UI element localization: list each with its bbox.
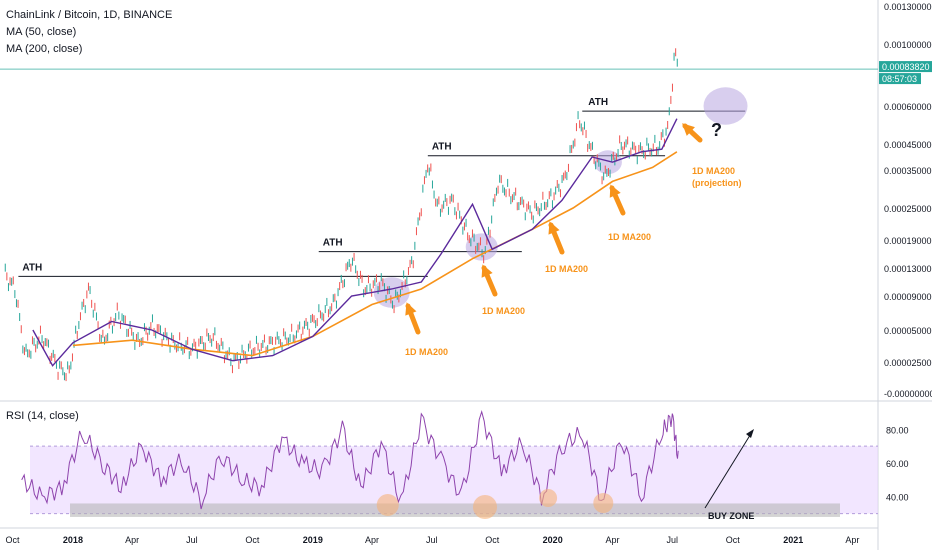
time-tick-label: 2021 (783, 535, 803, 545)
time-tick-label: Apr (365, 535, 379, 545)
price-tick-label: 0.00130000 (884, 2, 932, 12)
ma200-arrow-head (481, 264, 493, 278)
price-badge-timer: 08:57:03 (882, 74, 917, 84)
ath-label: ATH (22, 262, 42, 273)
price-tick-label: 0.00009000 (884, 292, 932, 302)
projection-arrow-head (682, 123, 695, 136)
rsi-oversold-highlight (539, 489, 558, 507)
time-tick-label: 2020 (543, 535, 563, 545)
ma200-line (72, 151, 678, 357)
time-tick-label: Apr (125, 535, 139, 545)
time-tick-label: Jul (667, 535, 679, 545)
ma200-touch-highlight (373, 277, 410, 308)
price-tick-label: -0.00000000 (884, 389, 932, 399)
ath-label: ATH (588, 97, 608, 108)
price-tick-label: 0.00045000 (884, 140, 932, 150)
buy-zone-arrow-head (746, 429, 754, 438)
ma200-label: 1D MA200 (482, 306, 525, 316)
time-tick-label: Apr (845, 535, 859, 545)
time-tick-label: Jul (186, 535, 198, 545)
rsi-oversold-highlight (593, 493, 614, 513)
price-tick-label: 0.00060000 (884, 102, 932, 112)
ma200-arrow-head (405, 302, 417, 316)
time-tick-label: Oct (245, 535, 260, 545)
time-tick-label: Apr (605, 535, 619, 545)
rsi-line (21, 410, 679, 510)
price-tick-label: 0.00013000 (884, 264, 932, 274)
price-tick-label: 0.00002500 (884, 358, 932, 368)
ath-label: ATH (432, 142, 452, 153)
ma200-label: 1D MA200 (545, 264, 588, 274)
question-mark: ? (711, 120, 722, 140)
buy-zone-rect (70, 503, 840, 517)
price-tick-label: 0.00025000 (884, 204, 932, 214)
price-badge-bg (879, 61, 932, 73)
symbol-title[interactable]: ChainLink / Bitcoin, 1D, BINANCE (6, 9, 173, 21)
ma50-legend[interactable]: MA (50, close) (6, 26, 77, 38)
rsi-tick-label: 80.00 (886, 425, 909, 435)
price-tick-label: 0.00005000 (884, 326, 932, 336)
ma50-line (32, 118, 678, 367)
time-tick-label: 2018 (63, 535, 83, 545)
rsi-tick-label: 60.00 (886, 459, 909, 469)
ma200-label: 1D MA200 (608, 232, 651, 242)
rsi-oversold-highlight (376, 494, 399, 516)
ma200-arrow-head (609, 184, 621, 198)
timer-badge-bg (879, 73, 921, 85)
projection-title: 1D MA200 (692, 166, 735, 176)
price-tick-label: 0.00100000 (884, 40, 932, 50)
rsi-tick-label: 40.00 (886, 493, 909, 503)
candles-group (4, 48, 678, 382)
time-tick-label: Oct (726, 535, 741, 545)
ma200-arrow-head (548, 221, 560, 235)
time-tick-label: Jul (426, 535, 438, 545)
buy-zone-label: BUY ZONE (708, 511, 754, 521)
buy-zone-arrow (704, 431, 753, 509)
time-tick-label: Oct (485, 535, 500, 545)
rsi-oversold-highlight (473, 495, 498, 519)
ma200-touch-highlight (703, 87, 748, 125)
rsi-legend[interactable]: RSI (14, close) (6, 410, 79, 422)
price-tick-label: 0.00035000 (884, 166, 932, 176)
price-badge-value: 0.00083820 (882, 62, 930, 72)
ath-label: ATH (323, 238, 343, 249)
projection-subtitle: (projection) (692, 178, 742, 188)
ma200-label: 1D MA200 (405, 347, 448, 357)
chart-legend: ChainLink / Bitcoin, 1D, BINANCE MA (50,… (6, 8, 172, 56)
ma200-legend[interactable]: MA (200, close) (6, 43, 83, 55)
price-tick-label: 0.00019000 (884, 236, 932, 246)
time-tick-label: Oct (5, 535, 20, 545)
time-tick-label: 2019 (303, 535, 323, 545)
